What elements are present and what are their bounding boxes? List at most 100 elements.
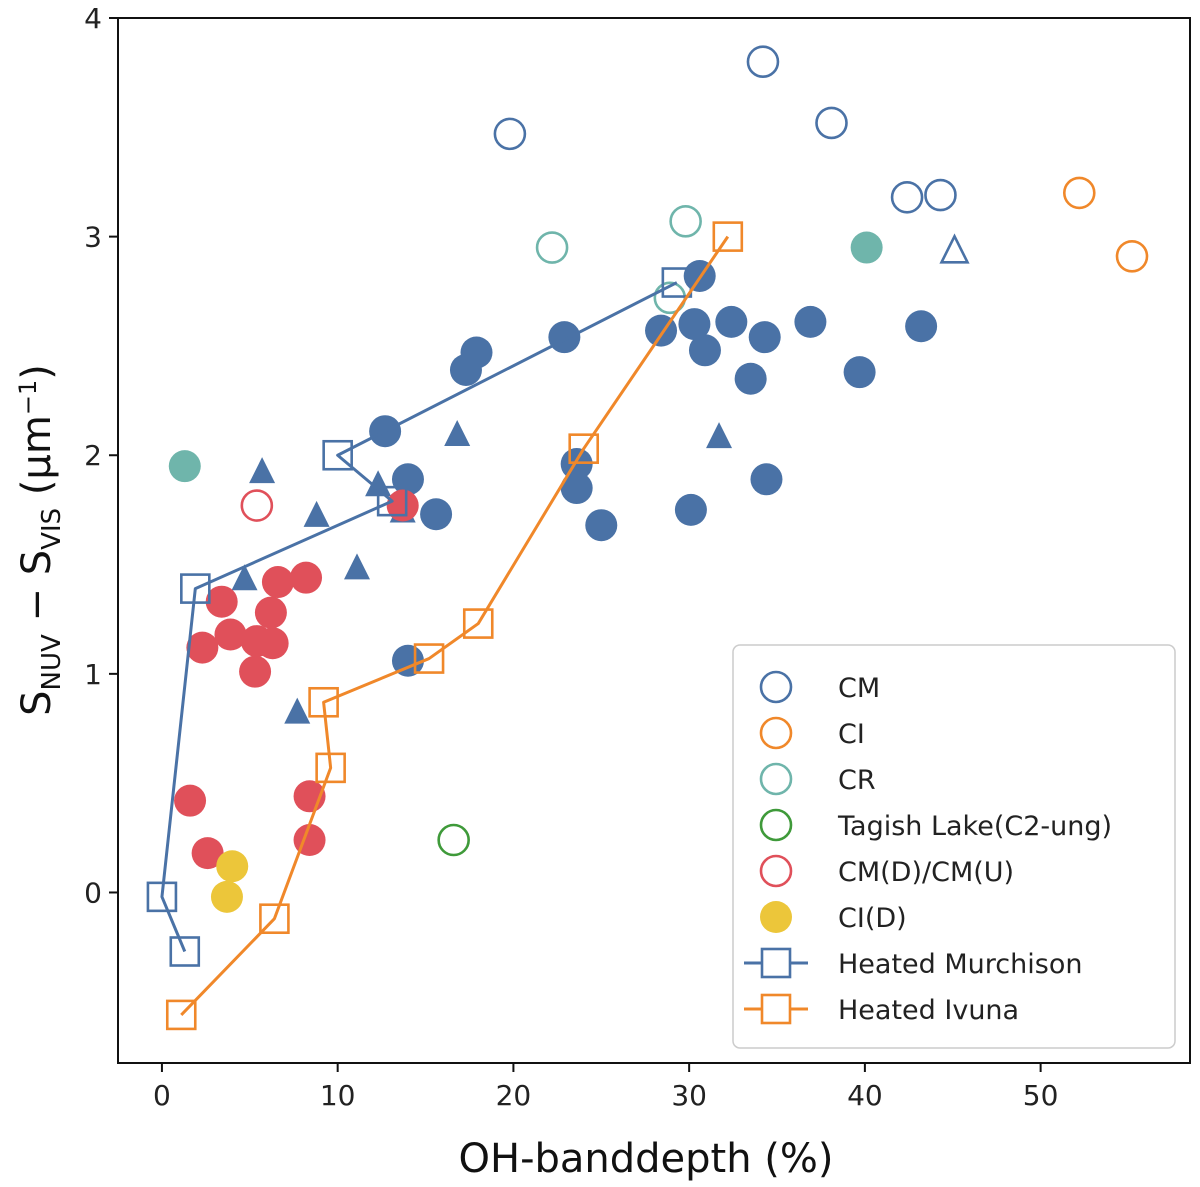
data-point [924, 178, 957, 212]
data-point [169, 936, 201, 967]
data-point [168, 450, 201, 483]
data-point [261, 566, 294, 599]
data-point [214, 618, 247, 651]
data-point [174, 784, 207, 817]
data-point [548, 321, 581, 354]
data-point [344, 553, 371, 580]
legend-label: Heated Murchison [838, 949, 1082, 980]
series-line [180, 235, 730, 1016]
data-point [568, 433, 600, 464]
y-tick-label: 2 [84, 439, 102, 472]
data-point [216, 850, 249, 883]
data-point [420, 498, 453, 531]
data-point [493, 117, 527, 151]
data-point [165, 999, 197, 1031]
series-ci-d- [210, 850, 249, 913]
legend-box [732, 644, 1176, 1049]
data-point [146, 881, 178, 913]
y-tick-label: 1 [84, 658, 102, 691]
legend-item: CI [759, 716, 865, 750]
y-tick-label: 4 [84, 2, 102, 35]
x-tick-label: 0 [153, 1079, 171, 1112]
data-point [376, 485, 408, 517]
legend-marker [759, 808, 793, 842]
data-point [674, 493, 707, 526]
legend-marker [760, 947, 792, 979]
series-cm-d-cm-u-open [240, 489, 274, 522]
data-point [365, 470, 392, 497]
data-point [815, 106, 848, 140]
data-point [254, 596, 287, 629]
series-cm-open-triangle [939, 233, 970, 264]
y-tick-label: 3 [84, 221, 102, 254]
data-point [413, 643, 445, 674]
data-point [180, 573, 211, 604]
x-tick-label: 30 [671, 1079, 707, 1112]
data-point [444, 419, 471, 446]
data-point [939, 233, 970, 264]
legend-marker [760, 993, 792, 1025]
legend-label: CM [838, 673, 880, 704]
data-point [734, 362, 767, 395]
data-point [308, 686, 339, 718]
data-point [661, 267, 693, 298]
series-cm-filled-circles [369, 259, 938, 677]
series-cm-d-cm-u-filled [174, 489, 419, 870]
data-point [322, 439, 353, 471]
data-point [750, 463, 783, 496]
legend-item: Heated Murchison [744, 947, 1082, 980]
data-point [249, 457, 276, 484]
legend-item: Heated Ivuna [744, 993, 1019, 1026]
data-point [748, 321, 781, 354]
x-tick-label: 10 [320, 1079, 356, 1112]
data-point [191, 837, 224, 870]
legend-label: CI(D) [838, 903, 907, 934]
data-point [210, 880, 243, 913]
series-cr-filled-circles [168, 231, 883, 483]
series-tagish-lake [437, 823, 470, 857]
legend-label: CR [838, 765, 876, 796]
data-point [535, 231, 569, 264]
legend-item: CR [759, 762, 876, 796]
data-point [706, 422, 733, 449]
data-point [284, 697, 311, 724]
series-heated-ivuna [165, 221, 744, 1031]
data-point [890, 180, 924, 214]
x-tick-label: 40 [847, 1079, 883, 1112]
legend-label: Tagish Lake(C2-ung) [837, 811, 1112, 842]
data-point [205, 585, 238, 618]
legend-label: CI [838, 719, 865, 750]
y-axis: 0 1 2 3 4 [84, 2, 118, 909]
data-point [585, 509, 618, 542]
y-tick-label: 0 [84, 876, 102, 909]
legend-item: CM(D)/CM(U) [759, 854, 1014, 888]
data-point [712, 221, 744, 252]
series-line [160, 281, 678, 953]
data-point [259, 903, 290, 935]
legend-label: Heated Ivuna [838, 995, 1019, 1026]
legend-marker [759, 716, 793, 750]
x-tick-label: 20 [496, 1079, 532, 1112]
legend-label: CM(D)/CM(U) [838, 857, 1014, 888]
data-point [794, 305, 827, 338]
legend-marker [759, 854, 793, 888]
data-point [1115, 239, 1149, 273]
series-cm-open-circles [493, 45, 957, 214]
data-point [669, 205, 702, 238]
data-point [437, 823, 470, 857]
data-point [746, 45, 780, 79]
x-tick-label: 50 [1023, 1079, 1059, 1112]
data-point [688, 334, 721, 367]
legend-item: Tagish Lake(C2-ung) [759, 808, 1112, 842]
legend: CM CI CR Tagish Lake(C2-ung) CM(D)/CM(U) CI(D… [732, 644, 1176, 1049]
data-point [850, 231, 883, 264]
data-point [240, 489, 274, 522]
data-point [186, 631, 219, 664]
data-point [678, 308, 711, 341]
legend-marker [759, 762, 793, 796]
plot-area [146, 45, 1149, 1031]
data-point [303, 500, 330, 527]
plot-frame [117, 17, 1191, 1064]
data-point [290, 561, 323, 594]
